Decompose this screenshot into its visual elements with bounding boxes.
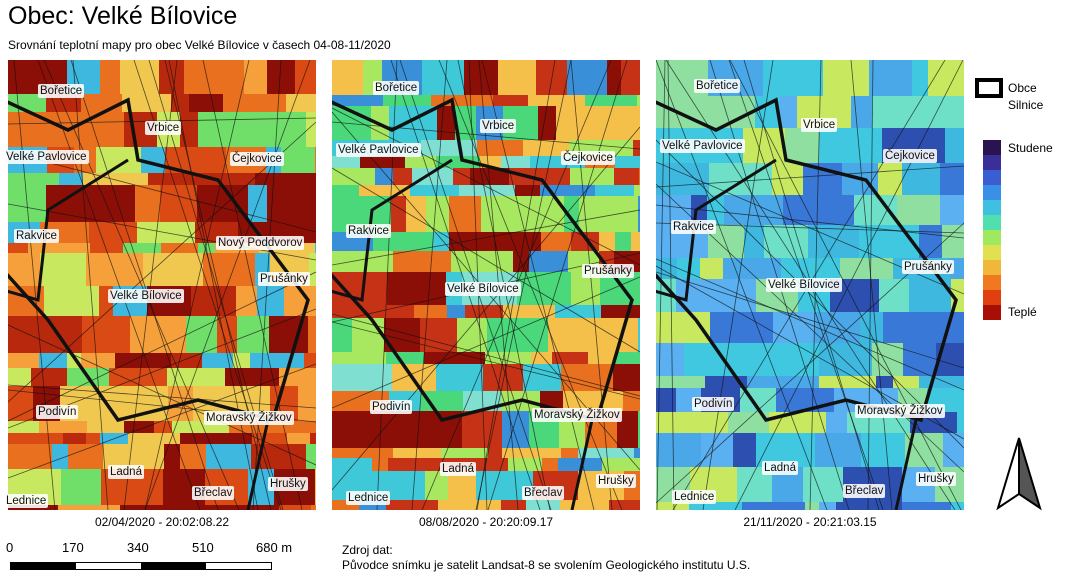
place-label-moravsky-zizkov: Moravský Žižkov: [855, 404, 945, 418]
map-title: Obec: Velké Bílovice: [8, 2, 238, 30]
north-arrow-icon: [996, 437, 1042, 511]
place-label-moravsky-zizkov: Moravský Žižkov: [532, 408, 622, 422]
ramp-swatch: [983, 140, 1001, 155]
place-label-velke-bilovice: Velké Bílovice: [445, 282, 521, 296]
place-label-hrusky: Hrušky: [596, 474, 636, 488]
ramp-swatch: [983, 305, 1001, 320]
place-label-rakvice: Rakvice: [14, 229, 59, 243]
place-label-boretice: Bořetice: [373, 81, 420, 95]
place-label-velke-pavlovice: Velké Pavlovice: [336, 143, 421, 157]
ramp-swatch: [983, 275, 1001, 290]
place-label-boretice: Bořetice: [38, 84, 85, 98]
place-label-cejkovice: Čejkovice: [230, 152, 284, 166]
ramp-swatch: [983, 230, 1001, 245]
data-source: Zdroj dat: Původce snímku je satelit Lan…: [342, 543, 750, 573]
scale-label-510: 510: [192, 540, 214, 555]
ramp-swatch: [983, 200, 1001, 215]
scale-label-680: 680 m: [256, 540, 293, 555]
ramp-swatch: [983, 290, 1001, 305]
ramp-swatch: [983, 245, 1001, 260]
place-label-lednice: Lednice: [672, 490, 717, 504]
place-label-prusanky: Prušánky: [258, 272, 310, 286]
map-subtitle: Srovnání teplotní mapy pro obec Velké Bí…: [8, 38, 391, 52]
place-label-lednice: Lednice: [346, 491, 391, 505]
place-label-breclav: Břeclav: [522, 486, 565, 500]
place-label-lednice: Lednice: [4, 494, 49, 508]
place-label-novy-poddvorov: Nový Poddvorov: [216, 236, 305, 250]
panel-caption-november: 21/11/2020 - 20:21:03.15: [743, 515, 877, 529]
place-label-cejkovice: Čejkovice: [883, 149, 937, 163]
place-label-cejkovice: Čejkovice: [561, 151, 615, 165]
ramp-swatch: [983, 185, 1001, 200]
legend-teple-label: Teplé: [1008, 305, 1037, 319]
ramp-swatch: [983, 155, 1001, 170]
panel-caption-august: 08/08/2020 - 20:20:09.17: [418, 515, 554, 529]
place-label-hrusky: Hrušky: [916, 472, 956, 486]
data-source-heading: Zdroj dat:: [342, 543, 393, 557]
place-label-breclav: Břeclav: [843, 484, 886, 498]
place-label-velke-bilovice: Velké Bílovice: [108, 289, 184, 303]
place-label-podivin: Podivín: [36, 405, 79, 419]
place-label-podivin: Podivín: [692, 397, 735, 411]
legend-obce-symbol: [975, 78, 1003, 98]
place-label-prusanky: Prušánky: [582, 264, 634, 278]
ramp-swatch: [983, 170, 1001, 185]
place-label-vrbice: Vrbice: [145, 121, 182, 135]
place-label-vrbice: Vrbice: [480, 119, 517, 133]
temperature-color-ramp: [983, 140, 1001, 320]
legend-silnice-label: Silnice: [1008, 98, 1044, 112]
place-label-ladna: Ladná: [108, 465, 144, 479]
legend-studene-label: Studene: [1008, 141, 1053, 155]
place-label-boretice: Bořetice: [694, 79, 741, 93]
place-label-rakvice: Rakvice: [671, 220, 716, 234]
place-label-rakvice: Rakvice: [346, 224, 391, 238]
place-label-vrbice: Vrbice: [801, 118, 838, 132]
data-source-text: Původce snímku je satelit Landsat-8 se s…: [342, 558, 751, 572]
place-label-ladna: Ladná: [762, 461, 798, 475]
legend-obce-label: Obce: [1008, 81, 1037, 95]
place-label-prusanky: Prušánky: [902, 260, 954, 274]
scale-bar: [10, 562, 272, 570]
place-label-velke-pavlovice: Velké Pavlovice: [660, 139, 745, 153]
scale-label-340: 340: [127, 540, 149, 555]
ramp-swatch: [983, 215, 1001, 230]
place-label-moravsky-zizkov: Moravský Žižkov: [204, 411, 294, 425]
place-label-velke-pavlovice: Velké Pavlovice: [4, 150, 89, 164]
place-label-velke-bilovice: Velké Bílovice: [766, 278, 842, 292]
place-label-podivin: Podivín: [370, 400, 413, 414]
ramp-swatch: [983, 260, 1001, 275]
panel-caption-april: 02/04/2020 - 20:02:08.22: [94, 515, 230, 529]
place-label-breclav: Břeclav: [192, 486, 235, 500]
place-label-hrusky: Hrušky: [268, 477, 308, 491]
scale-label-0: 0: [6, 540, 14, 555]
place-label-ladna: Ladná: [440, 462, 476, 476]
map-panel-april: [8, 60, 316, 510]
scale-label-170: 170: [62, 540, 84, 555]
